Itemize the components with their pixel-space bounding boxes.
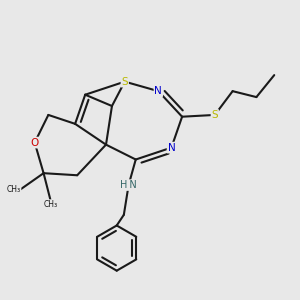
Text: N: N	[154, 86, 162, 96]
Text: CH₃: CH₃	[44, 200, 58, 209]
Text: H N: H N	[120, 180, 137, 190]
Text: S: S	[212, 110, 218, 120]
Text: N: N	[167, 142, 175, 153]
Text: O: O	[31, 138, 39, 148]
Text: S: S	[122, 76, 128, 87]
Text: CH₃: CH₃	[7, 185, 21, 194]
